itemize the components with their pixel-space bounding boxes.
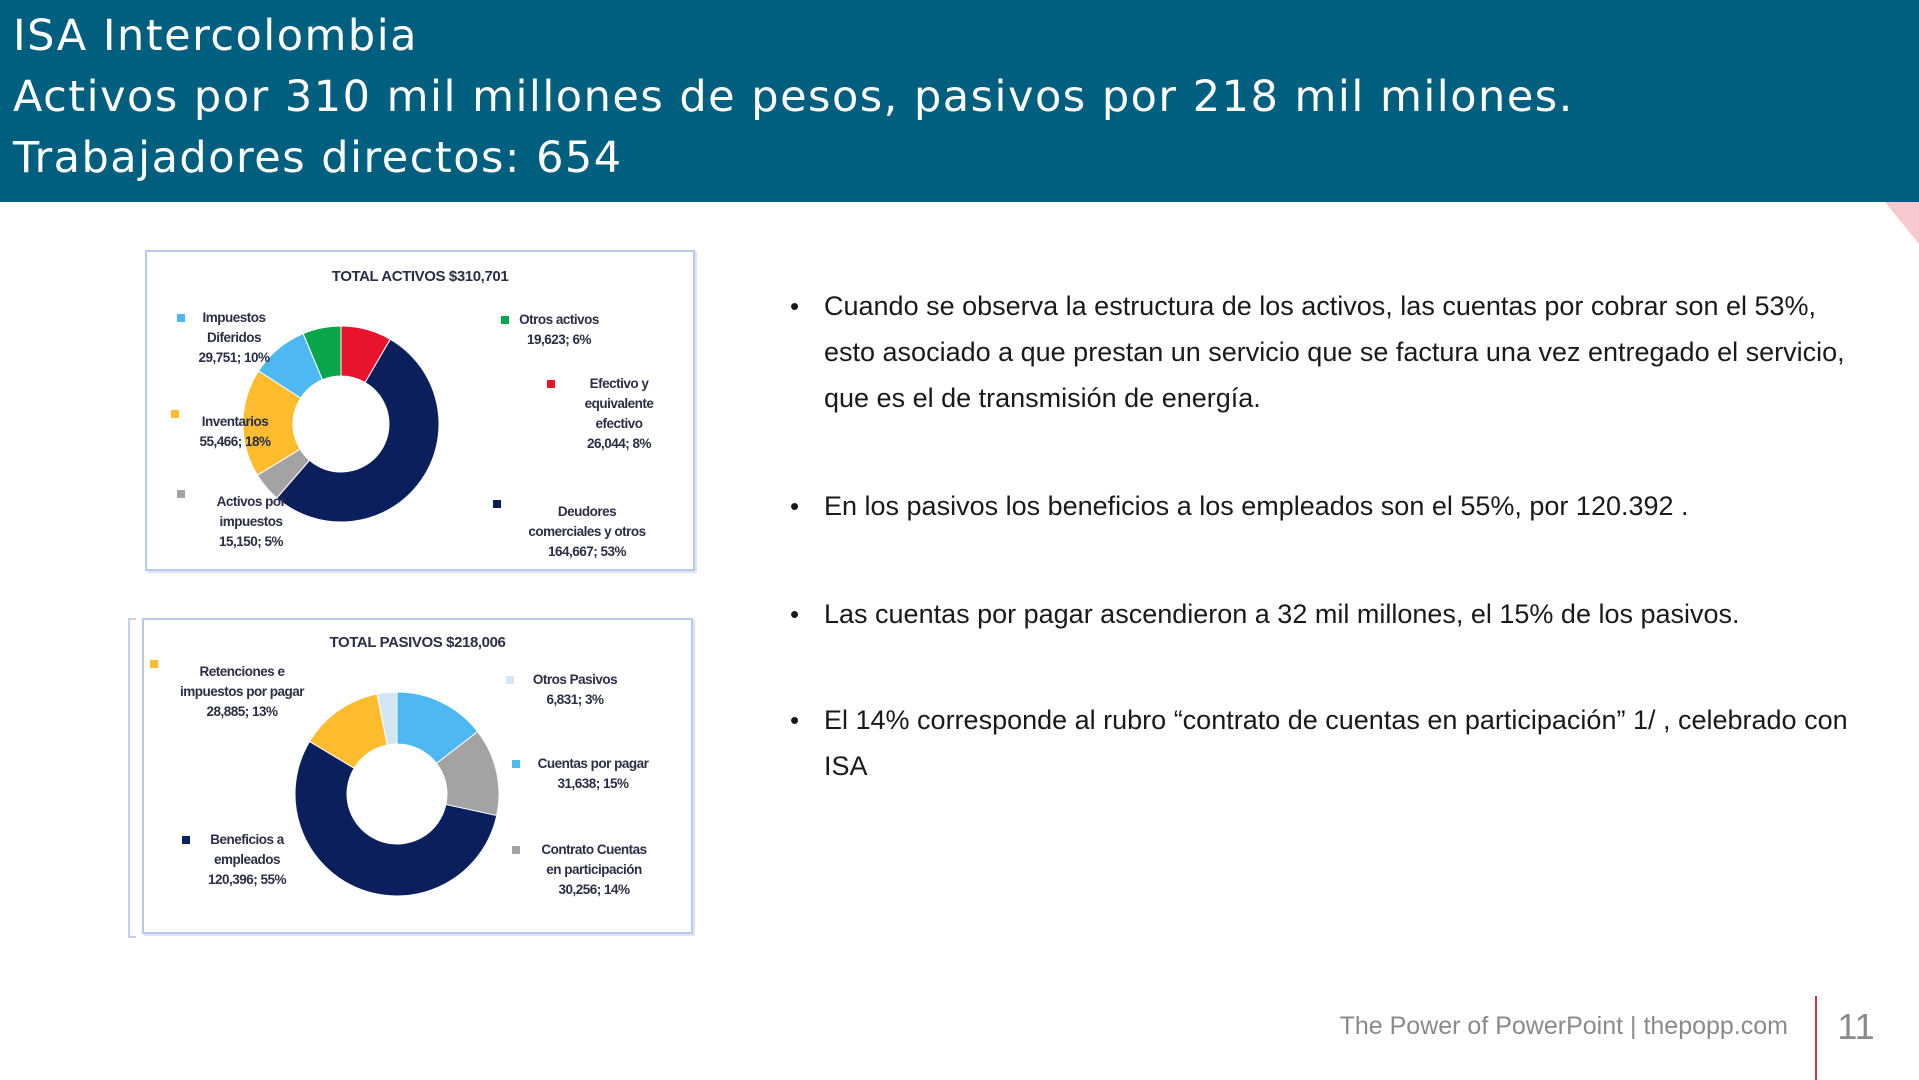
liabilities-chart-title: TOTAL PASIVOS $218,006 bbox=[329, 634, 506, 651]
footer-credit: The Power of PowerPoint | thepopp.com bbox=[1339, 1012, 1788, 1040]
slide-subtitle-assets: Activos por 310 mil millones de pesos, p… bbox=[13, 72, 1574, 122]
legend-efectivo: Efectivo y equivalente efectivo 26,044; … bbox=[547, 374, 681, 454]
bullet-text: El 14% corresponde al rubro “contrato de… bbox=[824, 705, 1848, 781]
legend-label: Efectivo y equivalente efectivo 26,044; … bbox=[584, 376, 654, 451]
assets-chart-title: TOTAL ACTIVOS $310,701 bbox=[331, 268, 509, 285]
bullet-item: • El 14% corresponde al rubro “contrato … bbox=[790, 697, 1870, 789]
legend-inventarios: Inventarios 55,466; 18% bbox=[167, 410, 303, 452]
legend-label: Retenciones e impuestos por pagar 28,885… bbox=[179, 664, 305, 719]
footer-divider bbox=[1815, 996, 1817, 1080]
legend-swatch bbox=[493, 500, 501, 508]
header-banner: ISA Intercolombia Activos por 310 mil mi… bbox=[0, 0, 1919, 202]
bullet-text: Las cuentas por pagar ascendieron a 32 m… bbox=[824, 599, 1740, 629]
legend-otros-pasivos: Otros Pasivos 6,831; 3% bbox=[506, 670, 640, 710]
bullet-list: • Cuando se observa la estructura de los… bbox=[790, 283, 1870, 789]
legend-swatch bbox=[506, 676, 514, 684]
legend-cuentas-pagar: Cuentas por pagar 31,638; 15% bbox=[512, 754, 670, 794]
bullet-text: Cuando se observa la estructura de los a… bbox=[824, 291, 1845, 413]
bullet-glyph: • bbox=[790, 491, 800, 521]
legend-swatch bbox=[501, 316, 509, 324]
page-number: 11 bbox=[1837, 1006, 1875, 1047]
legend-label: Activos por impuestos 15,150; 5% bbox=[216, 494, 286, 549]
slide-title: ISA Intercolombia bbox=[13, 11, 419, 61]
bullet-text: En los pasivos los beneficios a los empl… bbox=[824, 491, 1689, 521]
legend-swatch bbox=[171, 410, 179, 418]
bullet-glyph: • bbox=[790, 705, 800, 735]
bullet-glyph: • bbox=[790, 291, 800, 321]
slide-subtitle-workers: Trabajadores directos: 654 bbox=[13, 133, 623, 183]
legend-label: Impuestos Diferidos 29,751; 10% bbox=[198, 310, 270, 365]
legend-impuestos-diferidos: Impuestos Diferidos 29,751; 10% bbox=[169, 308, 299, 368]
legend-otros-activos: Otros activos 19,623; 6% bbox=[499, 310, 619, 350]
liabilities-chart-panel: TOTAL PASIVOS $218,006 Retenciones e imp… bbox=[142, 618, 693, 934]
liabilities-slice-5 bbox=[376, 691, 398, 746]
legend-label: Deudores comerciales y otros 164,667; 53… bbox=[528, 504, 646, 559]
bullet-item: • En los pasivos los beneficios a los em… bbox=[790, 483, 1870, 529]
legend-swatch bbox=[547, 380, 555, 388]
legend-beneficios: Beneficios a empleados 120,396; 55% bbox=[182, 830, 310, 890]
legend-activos-impuestos: Activos por impuestos 15,150; 5% bbox=[177, 490, 321, 552]
liabilities-slice-3 bbox=[294, 740, 498, 897]
legend-contrato-cuentas: Contrato Cuentas en participación 30,256… bbox=[512, 840, 672, 900]
legend-label: Otros Pasivos 6,831; 3% bbox=[532, 672, 618, 707]
bullet-item: • Cuando se observa la estructura de los… bbox=[790, 283, 1870, 421]
assets-slice-2 bbox=[276, 338, 440, 523]
liabilities-donut-chart bbox=[294, 691, 500, 897]
legend-swatch bbox=[182, 836, 190, 844]
legend-label: Contrato Cuentas en participación 30,256… bbox=[541, 842, 647, 897]
legend-deudores: Deudores comerciales y otros 164,667; 53… bbox=[493, 500, 675, 562]
legend-label: Cuentas por pagar 31,638; 15% bbox=[537, 756, 649, 791]
assets-slice-6 bbox=[302, 325, 342, 381]
legend-label: Inventarios 55,466; 18% bbox=[199, 414, 271, 449]
assets-chart-panel: TOTAL ACTIVOS $310,701 Impuestos Diferid… bbox=[145, 250, 695, 571]
legend-label: Otros activos 19,623; 6% bbox=[519, 312, 599, 347]
legend-swatch bbox=[150, 660, 158, 668]
legend-swatch bbox=[512, 760, 520, 768]
assets-donut-chart bbox=[242, 325, 440, 523]
legend-swatch bbox=[177, 314, 185, 322]
corner-decoration bbox=[1885, 202, 1919, 244]
bullet-glyph: • bbox=[790, 599, 800, 629]
legend-swatch bbox=[177, 490, 185, 498]
panel-bracket bbox=[128, 618, 136, 938]
legend-retenciones: Retenciones e impuestos por pagar 28,885… bbox=[150, 660, 320, 722]
bullet-item: • Las cuentas por pagar ascendieron a 32… bbox=[790, 591, 1870, 637]
legend-swatch bbox=[512, 846, 520, 854]
legend-label: Beneficios a empleados 120,396; 55% bbox=[207, 832, 287, 887]
